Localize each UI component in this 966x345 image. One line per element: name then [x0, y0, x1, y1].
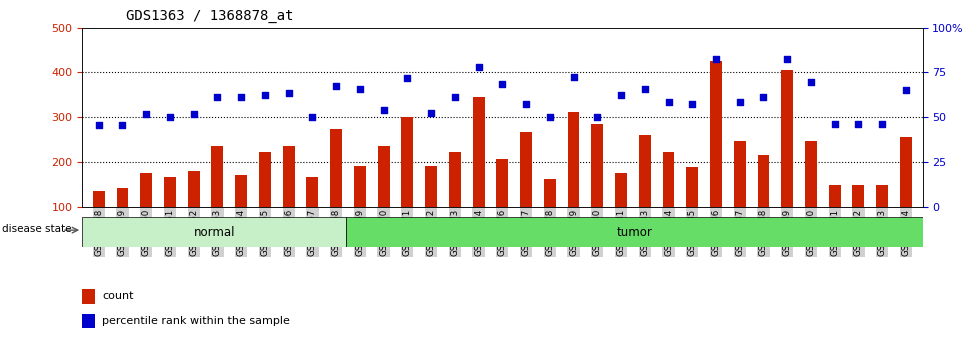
Point [447, 94, 463, 100]
Bar [82, 289, 95, 304]
Point [115, 122, 130, 128]
Bar [852, 186, 865, 207]
Bar [900, 137, 912, 207]
Point [613, 92, 629, 98]
Point [803, 80, 818, 85]
Bar [187, 171, 200, 207]
Bar [306, 177, 319, 207]
Point [566, 74, 582, 80]
Point [827, 121, 842, 127]
Point [780, 56, 795, 62]
Point [589, 115, 605, 120]
Point [519, 101, 534, 107]
Bar [710, 61, 722, 207]
Bar [236, 175, 247, 207]
Bar [781, 70, 793, 207]
FancyBboxPatch shape [346, 217, 923, 247]
Point [732, 99, 748, 104]
Bar [876, 186, 888, 207]
Text: normal: normal [193, 226, 235, 238]
Bar [544, 179, 555, 207]
Point [353, 86, 368, 92]
Point [281, 90, 297, 95]
Point [376, 107, 391, 112]
Point [91, 122, 106, 128]
Bar [354, 166, 366, 207]
Bar [829, 186, 840, 207]
Point [755, 94, 771, 100]
Bar [82, 314, 95, 328]
Bar [591, 124, 603, 207]
Point [685, 101, 700, 107]
Bar [639, 135, 651, 207]
Bar [330, 128, 342, 207]
Bar [734, 141, 746, 207]
Bar [520, 132, 532, 207]
Text: tumor: tumor [616, 226, 652, 238]
Point [304, 115, 320, 120]
Point [470, 64, 486, 69]
Bar [663, 152, 674, 207]
Point [661, 99, 676, 104]
Point [186, 111, 202, 117]
Bar [757, 155, 769, 207]
Point [898, 88, 914, 93]
Point [400, 76, 415, 81]
Point [257, 92, 272, 98]
Bar [93, 191, 104, 207]
Bar [568, 112, 580, 207]
Bar [402, 117, 413, 207]
Bar [615, 173, 627, 207]
Bar [449, 152, 461, 207]
Bar [378, 146, 389, 207]
Text: percentile rank within the sample: percentile rank within the sample [102, 316, 290, 326]
Point [138, 111, 154, 117]
Text: GDS1363 / 1368878_at: GDS1363 / 1368878_at [126, 9, 293, 23]
FancyBboxPatch shape [82, 217, 346, 247]
Bar [686, 167, 698, 207]
Point [637, 86, 652, 92]
Text: disease state: disease state [2, 225, 71, 234]
Point [234, 94, 249, 100]
Bar [497, 159, 508, 207]
Point [851, 121, 867, 127]
Bar [164, 177, 176, 207]
Bar [212, 146, 223, 207]
Point [423, 110, 439, 116]
Bar [283, 146, 295, 207]
Point [542, 115, 557, 120]
Bar [472, 97, 485, 207]
Point [708, 56, 724, 62]
Bar [425, 166, 437, 207]
Point [495, 81, 510, 86]
Bar [805, 141, 817, 207]
Bar [259, 152, 270, 207]
Point [162, 115, 178, 120]
Bar [117, 188, 128, 207]
Point [210, 94, 225, 100]
Point [874, 121, 890, 127]
Text: count: count [102, 291, 134, 301]
Point [328, 83, 344, 89]
Bar [140, 173, 153, 207]
